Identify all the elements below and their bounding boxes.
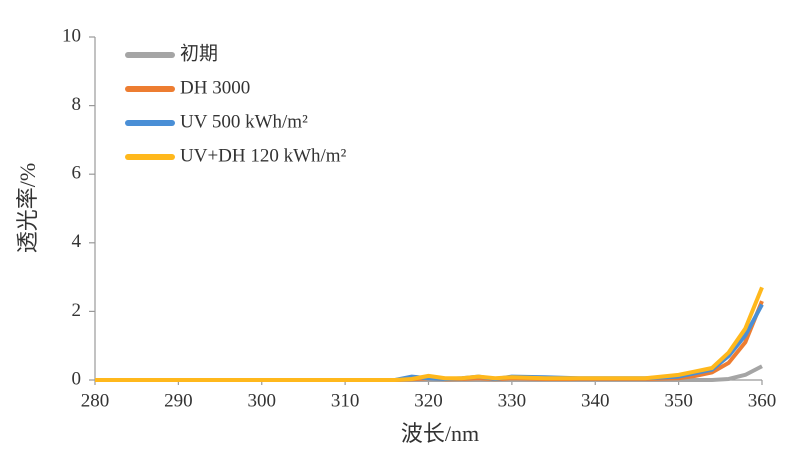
legend-label: UV 500 kWh/m² bbox=[180, 111, 308, 132]
x-tick-label: 360 bbox=[748, 390, 777, 411]
x-tick-label: 290 bbox=[164, 390, 193, 411]
y-axis-label: 透光率/% bbox=[15, 163, 40, 253]
legend-label: DH 3000 bbox=[180, 77, 250, 98]
x-tick-label: 280 bbox=[81, 390, 110, 411]
x-tick-label: 350 bbox=[664, 390, 693, 411]
x-tick-label: 330 bbox=[498, 390, 527, 411]
x-tick-label: 340 bbox=[581, 390, 610, 411]
series-line bbox=[95, 300, 764, 382]
y-tick-label: 2 bbox=[72, 300, 82, 321]
legend-label: UV+DH 120 kWh/m² bbox=[180, 145, 347, 166]
y-tick-label: 6 bbox=[72, 163, 82, 184]
y-tick-label: 10 bbox=[62, 25, 81, 46]
y-tick-label: 4 bbox=[72, 231, 82, 252]
y-tick-label: 0 bbox=[72, 368, 82, 389]
x-tick-label: 300 bbox=[248, 390, 277, 411]
y-tick-label: 8 bbox=[72, 94, 82, 115]
x-tick-label: 320 bbox=[414, 390, 443, 411]
x-axis-label: 波长/nm bbox=[401, 421, 479, 446]
series-line bbox=[95, 303, 764, 382]
legend-label: 初期 bbox=[180, 42, 218, 64]
x-tick-label: 310 bbox=[331, 390, 360, 411]
series-line bbox=[95, 286, 764, 382]
